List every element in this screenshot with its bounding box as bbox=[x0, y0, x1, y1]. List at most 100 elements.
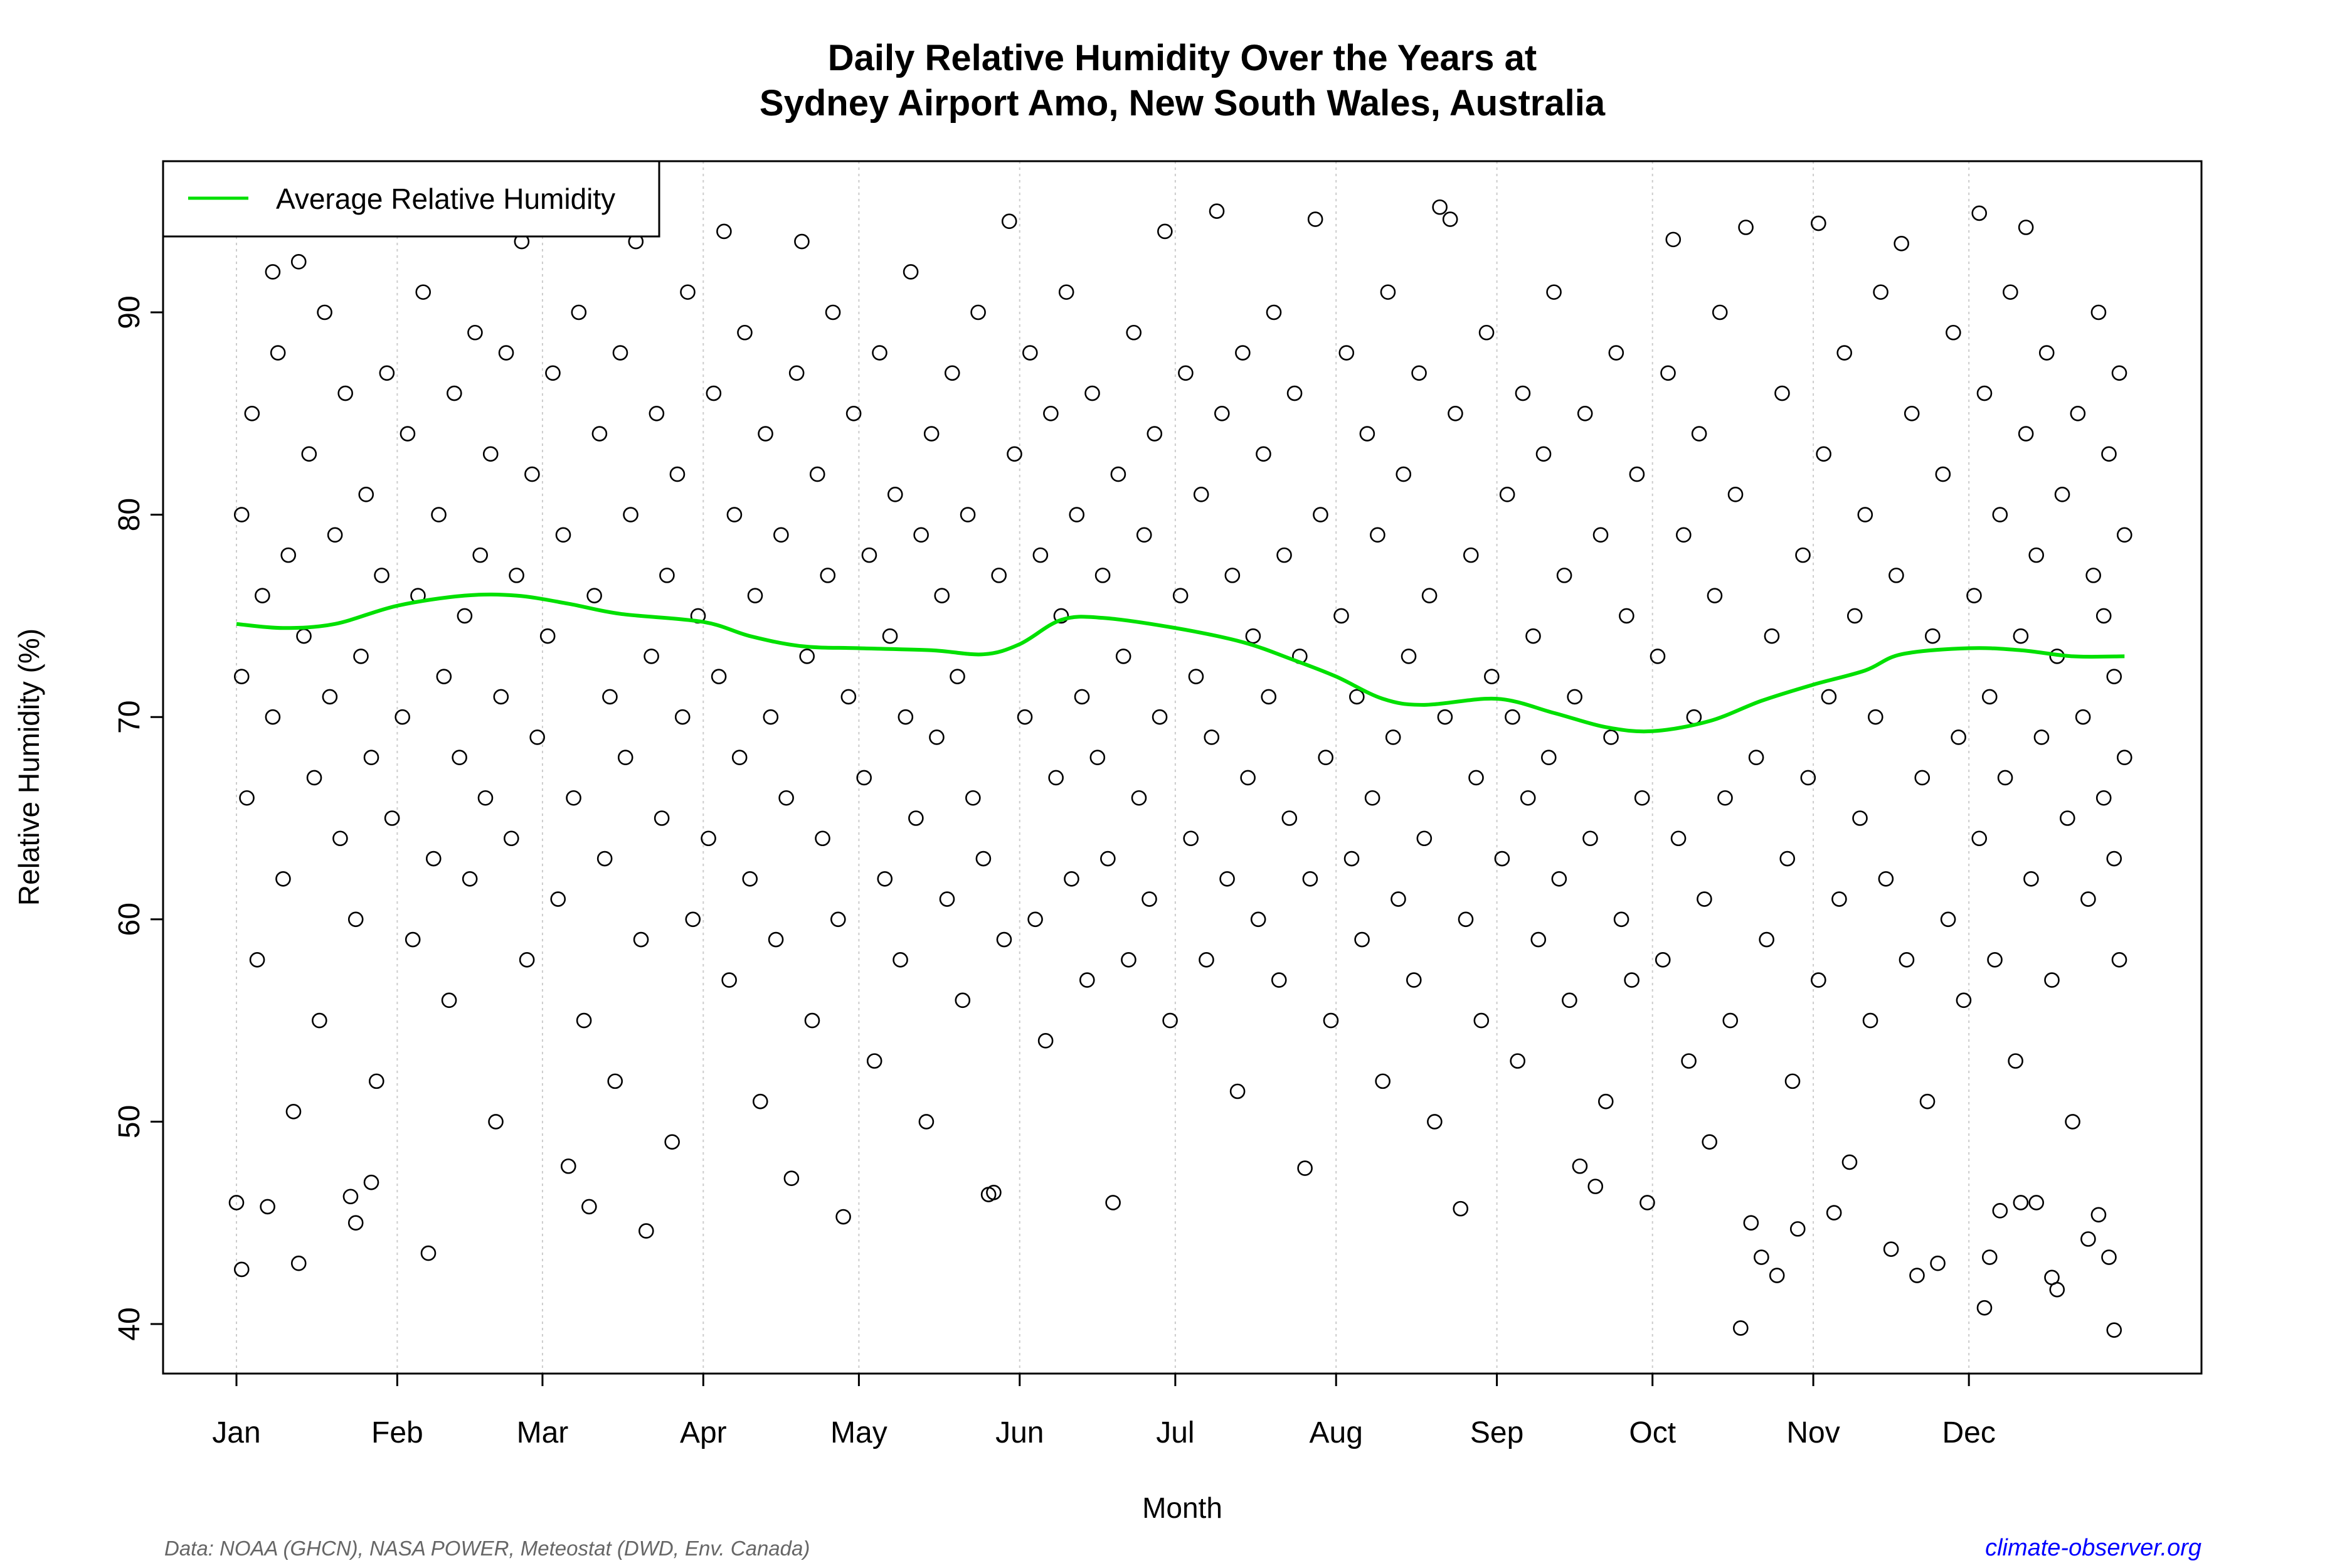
data-point bbox=[1764, 628, 1780, 644]
data-point bbox=[1370, 527, 1385, 543]
data-point bbox=[1458, 911, 1474, 928]
data-point bbox=[233, 669, 250, 684]
data-point bbox=[1048, 770, 1064, 786]
site-link[interactable]: climate-observer.org bbox=[1985, 1535, 2201, 1561]
data-point bbox=[1307, 211, 1323, 227]
data-point bbox=[1883, 1241, 1899, 1257]
data-point bbox=[347, 911, 364, 928]
data-point bbox=[2013, 628, 2029, 644]
data-point bbox=[2095, 790, 2112, 806]
data-point bbox=[2060, 810, 2075, 826]
data-point bbox=[353, 649, 369, 664]
data-point bbox=[560, 1158, 576, 1174]
data-point bbox=[1448, 405, 1463, 421]
y-axis-label: Relative Humidity (%) bbox=[13, 628, 45, 906]
data-point bbox=[233, 1261, 250, 1278]
data-point bbox=[1172, 588, 1189, 603]
data-point bbox=[290, 1255, 307, 1271]
data-point bbox=[2101, 1249, 2117, 1265]
data-point bbox=[1665, 231, 1682, 248]
data-point bbox=[2028, 547, 2044, 563]
data-point bbox=[1738, 220, 1754, 235]
data-point bbox=[1717, 790, 1733, 806]
data-point bbox=[1131, 790, 1147, 806]
data-point bbox=[607, 1073, 623, 1089]
data-point bbox=[783, 1170, 800, 1187]
data-point bbox=[1323, 1012, 1339, 1029]
y-tick-label: 40 bbox=[113, 1307, 146, 1340]
data-point bbox=[1525, 628, 1541, 644]
data-point bbox=[1546, 284, 1562, 300]
data-point bbox=[1946, 324, 1961, 341]
data-point bbox=[539, 628, 556, 644]
data-point bbox=[1655, 952, 1671, 968]
data-point bbox=[1286, 385, 1303, 401]
data-point bbox=[1105, 1195, 1121, 1210]
data-point bbox=[1468, 770, 1484, 786]
data-point bbox=[576, 1012, 592, 1029]
data-point bbox=[482, 446, 499, 462]
data-point bbox=[1727, 487, 1744, 502]
data-point bbox=[674, 709, 691, 725]
data-point bbox=[1541, 750, 1557, 766]
data-point bbox=[2116, 527, 2132, 543]
data-point bbox=[1795, 547, 1811, 563]
data-point bbox=[1981, 689, 1998, 705]
data-point bbox=[2038, 345, 2055, 361]
data-point bbox=[400, 426, 416, 442]
data-point bbox=[327, 527, 343, 543]
data-point bbox=[1463, 547, 1479, 563]
data-point bbox=[1271, 972, 1287, 988]
data-point bbox=[882, 628, 898, 644]
data-point bbox=[996, 931, 1012, 948]
data-point bbox=[347, 1215, 364, 1231]
data-point bbox=[1894, 236, 1909, 252]
data-point bbox=[2116, 750, 2132, 766]
legend-label: Average Relative Humidity bbox=[276, 183, 615, 215]
data-point bbox=[1406, 972, 1422, 988]
data-point bbox=[1333, 608, 1349, 624]
data-point bbox=[2028, 1195, 2044, 1210]
data-point bbox=[1789, 1221, 1806, 1237]
data-point bbox=[680, 284, 696, 300]
x-tick-label: Sep bbox=[1470, 1416, 1523, 1449]
data-point bbox=[1981, 1249, 1998, 1265]
data-point bbox=[581, 1199, 597, 1215]
data-point bbox=[1281, 810, 1298, 826]
data-point bbox=[763, 709, 779, 725]
data-point bbox=[1992, 1203, 2008, 1219]
data-point bbox=[1084, 385, 1100, 401]
data-point bbox=[1142, 891, 1157, 907]
data-point bbox=[1178, 365, 1194, 381]
data-point bbox=[991, 568, 1007, 583]
data-point bbox=[2003, 284, 2018, 300]
data-point bbox=[2013, 1195, 2029, 1210]
data-point bbox=[1007, 446, 1022, 462]
data-point bbox=[596, 850, 613, 867]
data-point bbox=[913, 527, 929, 543]
data-point bbox=[2090, 304, 2107, 320]
data-point bbox=[1608, 345, 1624, 361]
data-point bbox=[1484, 669, 1500, 684]
data-source-note: Data: NOAA (GHCN), NASA POWER, Meteostat… bbox=[164, 1537, 810, 1560]
data-point bbox=[1940, 911, 1956, 928]
data-point bbox=[1136, 527, 1152, 543]
data-point bbox=[244, 405, 260, 421]
data-point bbox=[903, 264, 919, 280]
data-point bbox=[555, 527, 571, 543]
data-point bbox=[773, 527, 789, 543]
gridlines bbox=[236, 161, 1970, 1374]
data-point bbox=[1064, 871, 1079, 887]
data-point bbox=[1587, 1179, 1604, 1194]
data-point bbox=[363, 750, 379, 766]
data-point bbox=[1919, 1093, 1936, 1110]
data-point bbox=[664, 1134, 680, 1150]
data-point bbox=[1411, 365, 1427, 381]
data-point bbox=[1697, 891, 1712, 907]
data-point bbox=[1754, 1249, 1769, 1265]
data-point bbox=[649, 405, 665, 421]
data-point bbox=[1199, 952, 1214, 968]
data-point bbox=[2018, 220, 2034, 235]
data-point bbox=[1530, 931, 1547, 948]
data-point bbox=[285, 1103, 302, 1120]
